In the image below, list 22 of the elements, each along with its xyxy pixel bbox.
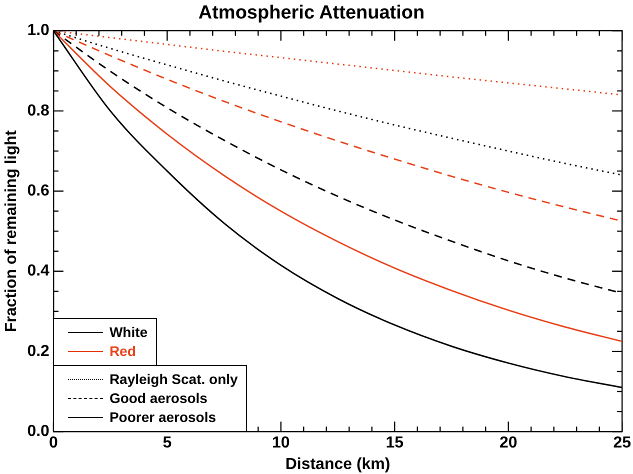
x-tick-label: 10: [272, 434, 290, 452]
y-tick-label: 0.4: [27, 262, 50, 280]
x-axis-title: Distance (km): [285, 456, 390, 473]
y-axis-title: Fraction of remaining light: [3, 130, 20, 332]
y-tick-label: 1.0: [27, 22, 50, 40]
x-tick-label: 5: [162, 434, 172, 452]
x-tick-label: 25: [613, 434, 632, 452]
x-tick-label: 20: [499, 434, 518, 452]
chart-title: Atmospheric Attenuation: [198, 2, 425, 24]
y-tick-label: 0.2: [27, 342, 50, 360]
key-box: Rayleigh Scat. only Good aerosols Poorer aerosols: [53, 364, 247, 432]
annotation: Poorer aerosols: [109, 409, 216, 426]
annotation: Good aerosols: [109, 390, 208, 406]
y-tick-label: 0.8: [27, 102, 50, 120]
x-tick-label: 15: [386, 434, 404, 452]
y-tick-label: 0.0: [27, 423, 50, 440]
annotation: Red: [109, 343, 136, 360]
y-tick-label: 0.6: [27, 182, 50, 200]
annotation: White: [109, 324, 148, 340]
annotation: Rayleigh Scat. only: [109, 371, 238, 388]
x-tick-label: 0: [48, 434, 58, 452]
key-box: White Red: [53, 318, 157, 366]
